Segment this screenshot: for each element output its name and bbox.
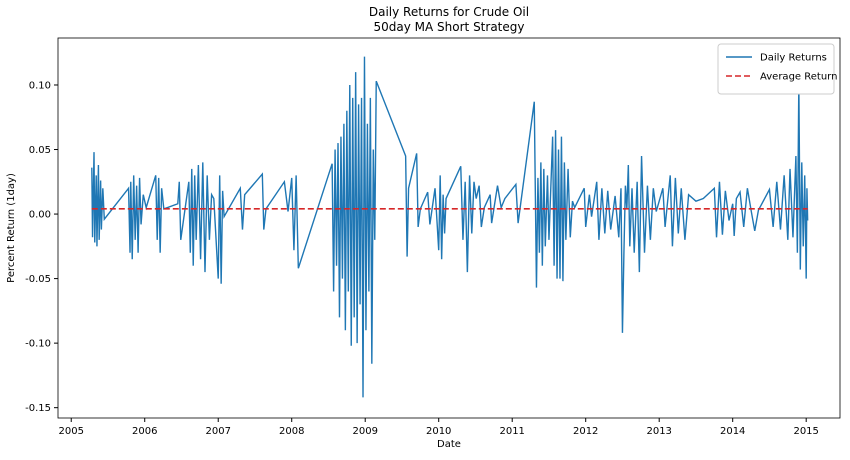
- x-tick-label: 2007: [205, 426, 230, 437]
- x-tick-label: 2006: [132, 426, 157, 437]
- x-tick-label: 2010: [426, 426, 451, 437]
- x-tick-label: 2005: [59, 426, 84, 437]
- x-tick-label: 2015: [793, 426, 818, 437]
- x-tick-label: 2011: [499, 426, 524, 437]
- legend-box: [717, 43, 835, 95]
- y-tick-label: -0.10: [25, 339, 51, 350]
- legend-label: Daily Returns: [760, 53, 827, 64]
- chart-subtitle: 50day MA Short Strategy: [374, 20, 525, 34]
- x-tick-label: 2013: [646, 426, 671, 437]
- x-tick-label: 2009: [352, 426, 377, 437]
- legend: Daily Returns Average Return: [717, 43, 837, 95]
- x-tick-label: 2012: [573, 426, 598, 437]
- plot-frame: [57, 37, 841, 419]
- line-series: [91, 56, 809, 398]
- y-tick-label: -0.05: [25, 274, 51, 285]
- y-tick-label: -0.15: [25, 403, 51, 414]
- legend-label: Average Return: [760, 72, 837, 83]
- y-tick-label: 0.10: [29, 80, 51, 91]
- y-axis-label: Percent Return (1day): [6, 173, 17, 283]
- x-axis-label: Date: [437, 439, 461, 450]
- y-tick-label: 0.05: [29, 145, 51, 156]
- y-tick-label: 0.00: [29, 210, 51, 221]
- chart-title: Daily Returns for Crude Oil: [369, 5, 529, 19]
- x-tick-label: 2008: [279, 426, 304, 437]
- x-tick-label: 2014: [720, 426, 745, 437]
